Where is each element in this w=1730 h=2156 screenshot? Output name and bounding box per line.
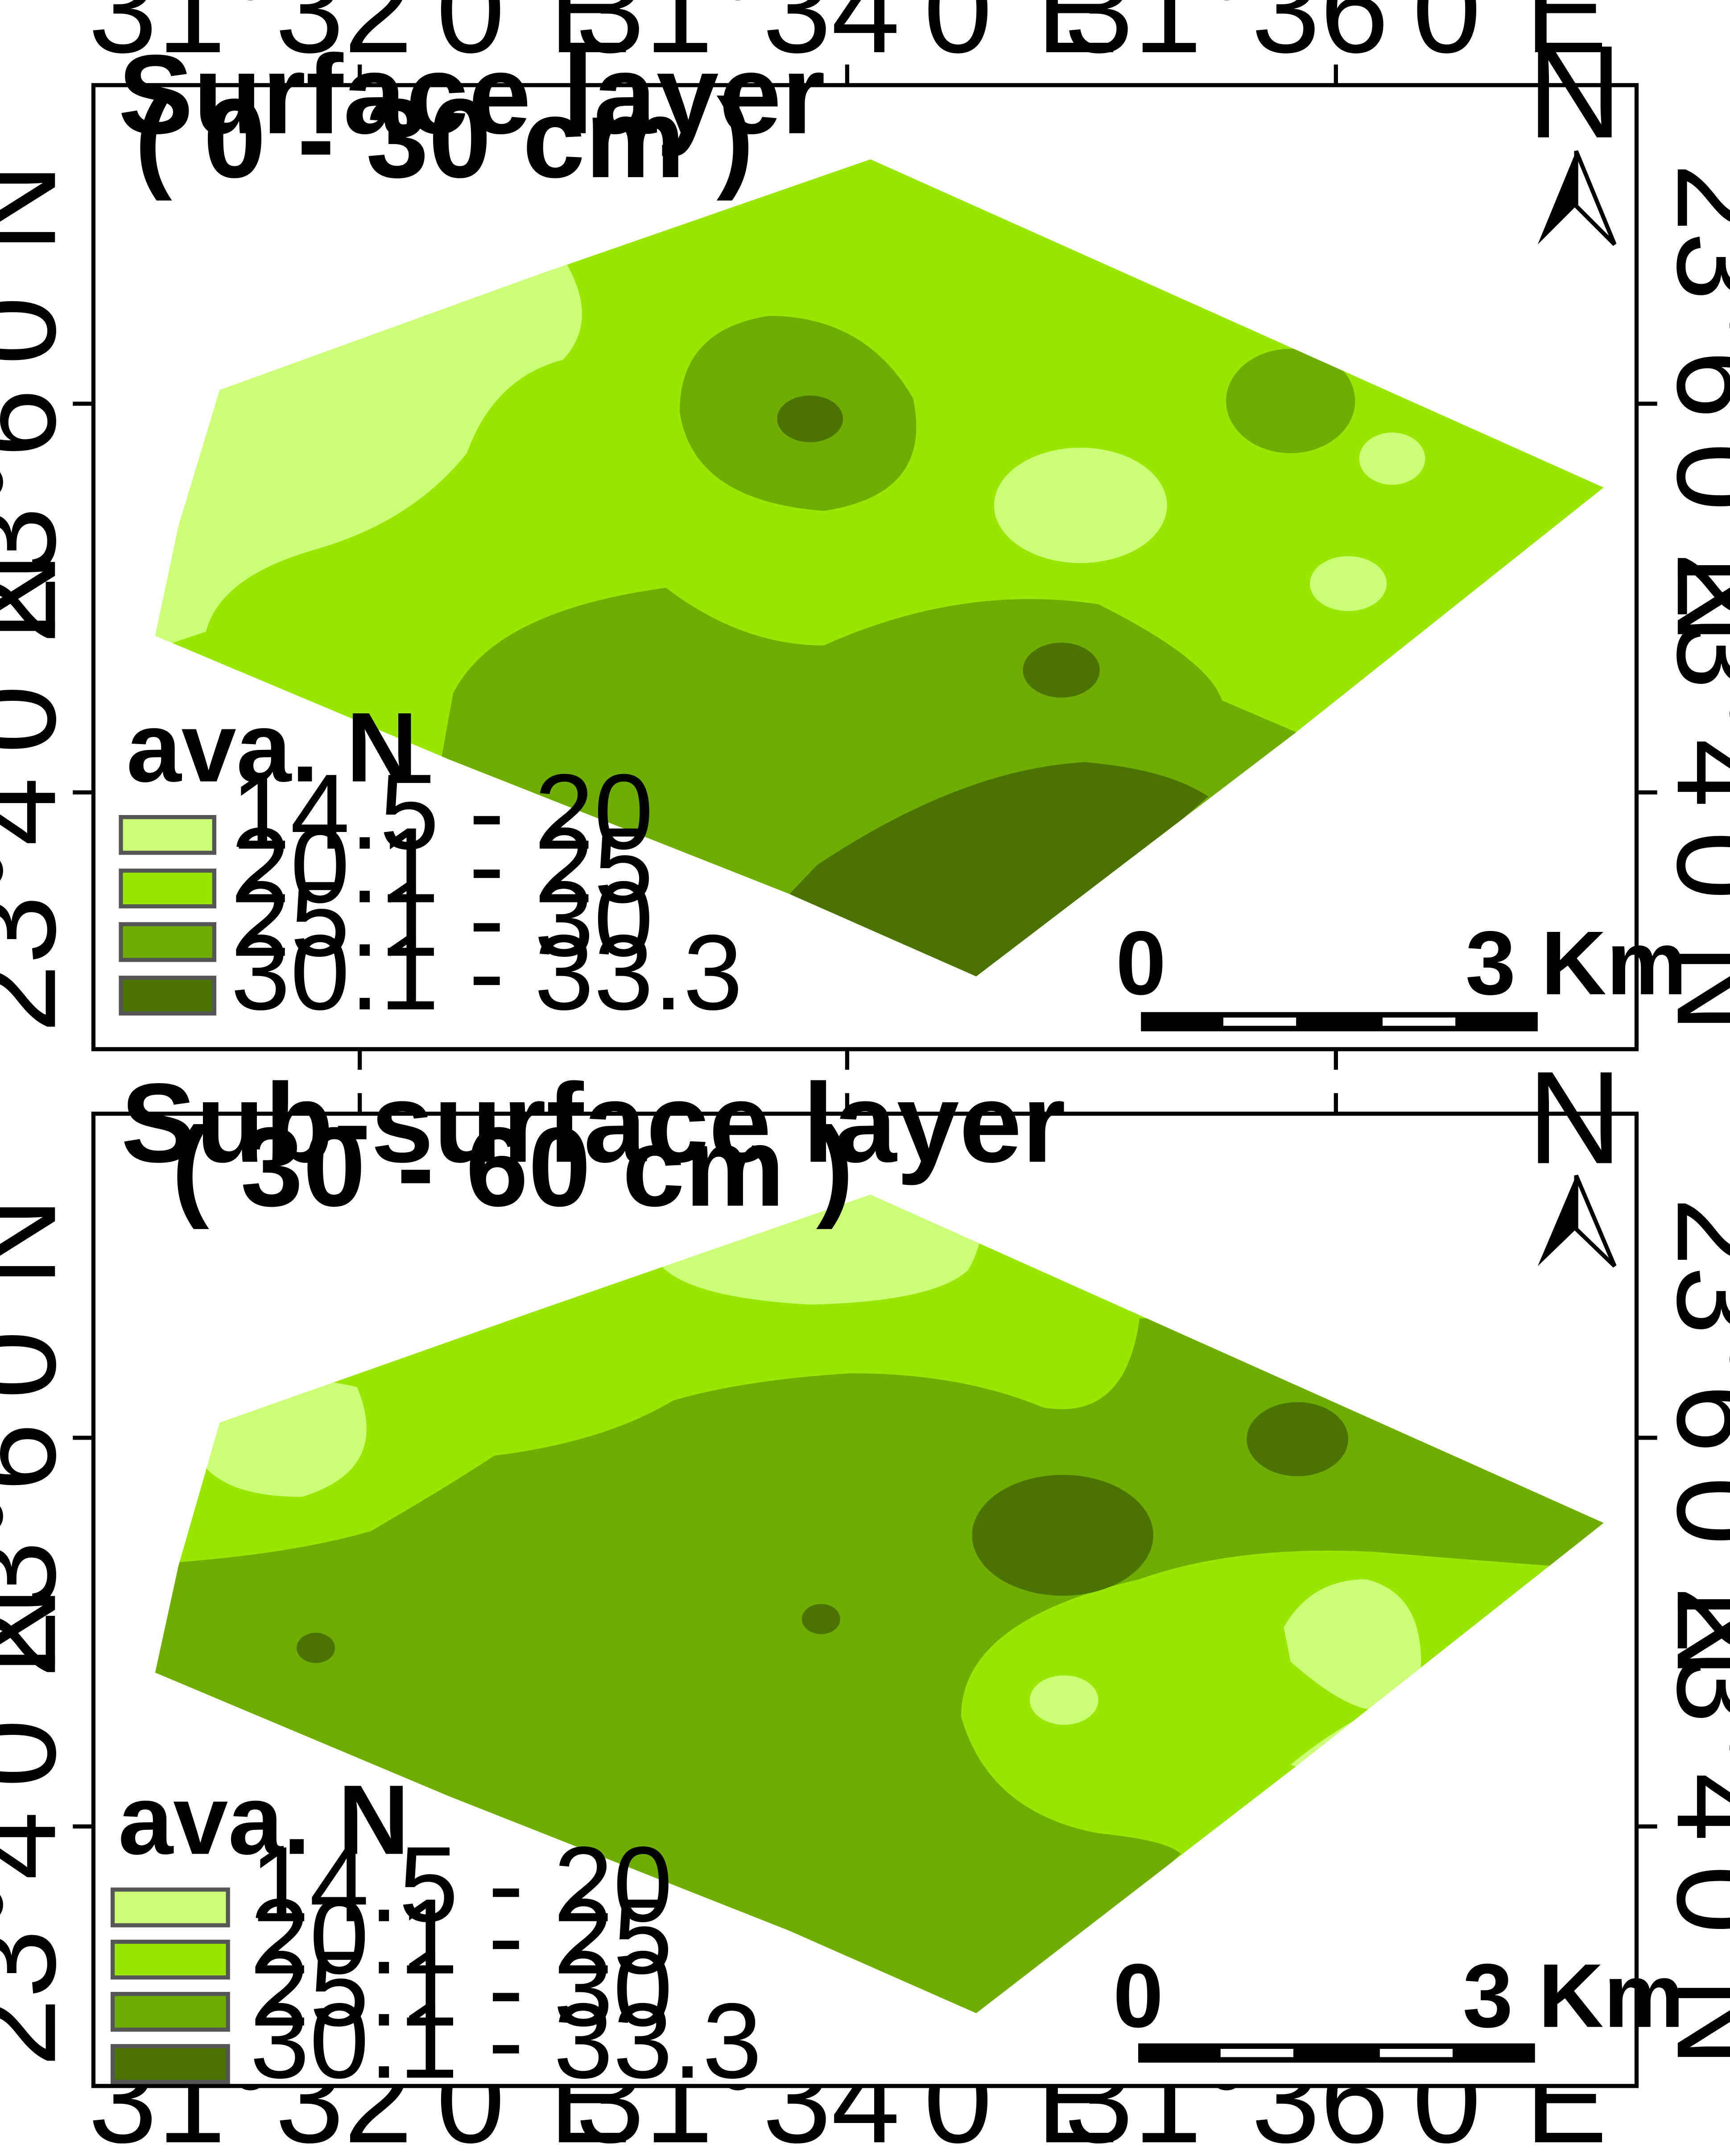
legend-label-3: 25.1 - 30 [250,1929,673,2048]
zone-very-high-southeast [789,762,1209,977]
panel-ticks [73,64,1657,1070]
north-label: N [1527,18,1622,166]
legend-swatch-2 [119,869,216,909]
lat-label-right-2: 23°4'0"N [1652,1586,1730,2067]
panel-title: Sub-surface layer [121,1060,1065,1186]
legend-label-1: 14.5 - 20 [231,752,653,871]
legend-swatch-3 [110,1992,230,2032]
scale-start: 0 [1113,1945,1164,2047]
legend-label-2: 20.1 - 25 [231,805,653,925]
panel-surface-layer: 23°6'0"N 23°4'0"N 23°6'0"N 23°4'0"N Surf… [0,18,1730,1070]
legend-swatch-1 [119,815,216,855]
zone-high-east [1226,348,1355,453]
lat-label-left-1: 23°6'0"N [0,163,81,644]
scale-bar: 0 3 Km [1116,913,1687,1031]
legend-label-1: 14.5 - 20 [250,1825,673,1944]
zone-low-east-1 [994,447,1167,563]
legend-swatch-4 [119,976,216,1016]
zone-very-high-south [1023,642,1100,698]
scale-start: 0 [1116,913,1166,1014]
lat-label-right-2: 23°4'0"N [1652,552,1730,1033]
panel-subtitle: ( 30 - 60 cm ) [172,1104,854,1230]
zone-low-east-3 [1309,556,1387,611]
scale-bar: 0 3 Km [1113,1945,1685,2063]
zone-very-high-center [972,1475,1153,1596]
lat-label-left-2: 23°4'0"N [0,552,81,1033]
scale-end: 3 Km [1466,913,1687,1014]
zone-low-east-2 [1359,432,1425,485]
legend-swatch-2 [110,1940,230,1980]
north-arrow-icon: N [1527,1043,1623,1268]
north-arrow-icon: N [1527,18,1623,246]
zone-low-south [1029,1675,1098,1725]
zone-very-high-small-2 [297,1633,335,1663]
scale-end: 3 Km [1463,1945,1685,2047]
lat-label-left-2: 23°4'0"N [0,1586,81,2067]
legend-label-3: 25.1 - 30 [231,859,653,979]
legend-label-2: 20.1 - 25 [250,1877,673,1996]
lat-label-right-1: 23°6'0"N [1652,1197,1730,1678]
legend-title: ava. N [118,1764,409,1875]
zone-very-high-east [1247,1402,1349,1477]
legend-swatch-3 [119,922,216,962]
lat-label-right-1: 23°6'0"N [1652,163,1730,644]
legend-swatch-1 [110,1887,230,1928]
legend-title: ava. N [126,692,417,803]
legend-label-4: 30.1 - 33.3 [250,1981,762,2101]
legend-label-4: 30.1 - 33.3 [231,913,743,1032]
panel-ticks [73,1093,1657,1829]
panel-subsurface-layer: 23°6'0"N 23°4'0"N 23°6'0"N 23°4'0"N Sub-… [0,1043,1730,2100]
zone-low-east [1284,1579,1421,1711]
top-longitude-labels: 31°32'0"E 31°34'0"E 31°36'0"E [88,0,1607,79]
panel-subtitle: ( 0 - 30 cm ) [135,75,754,201]
zone-very-high-center [777,395,843,443]
zone-very-high-small-1 [801,1604,841,1635]
north-label: N [1527,1043,1622,1191]
panel-title: Surface layer [118,32,826,157]
lat-label-left-1: 23°6'0"N [0,1197,81,1678]
legend-swatch-4 [110,2044,230,2084]
